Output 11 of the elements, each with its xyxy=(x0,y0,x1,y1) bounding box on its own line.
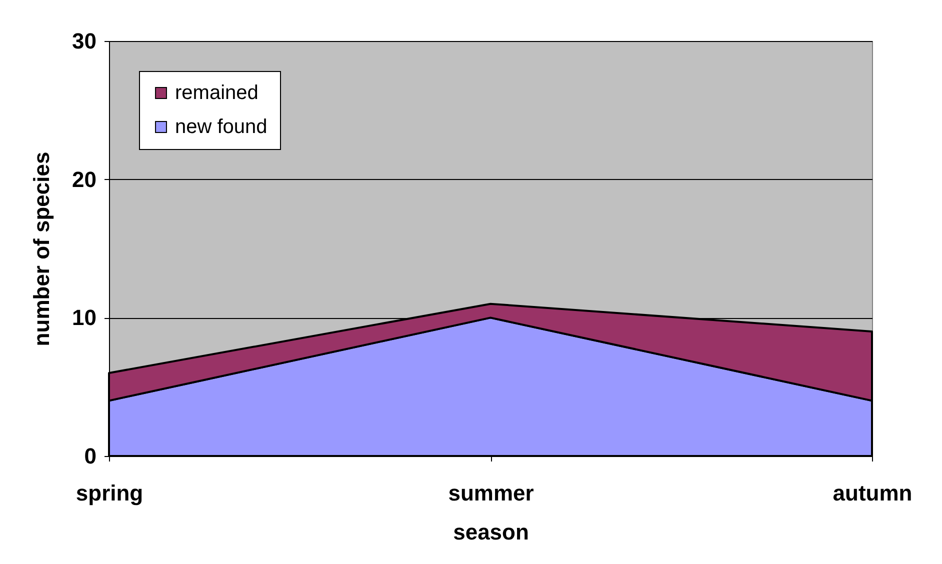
y-axis-title: number of species xyxy=(29,152,54,346)
x-tick-label: spring xyxy=(76,480,144,506)
y-tick-label: 30 xyxy=(72,28,96,54)
y-tick-label: 0 xyxy=(84,444,96,468)
y-tick-label: 10 xyxy=(72,305,96,330)
legend-label: new found xyxy=(175,116,268,138)
x-tick-label: autumn xyxy=(832,480,912,506)
x-axis-title: season xyxy=(453,520,529,544)
x-tick-label: summer xyxy=(448,480,534,506)
legend-label: remained xyxy=(175,82,258,104)
y-tick-label: 20 xyxy=(72,166,96,192)
